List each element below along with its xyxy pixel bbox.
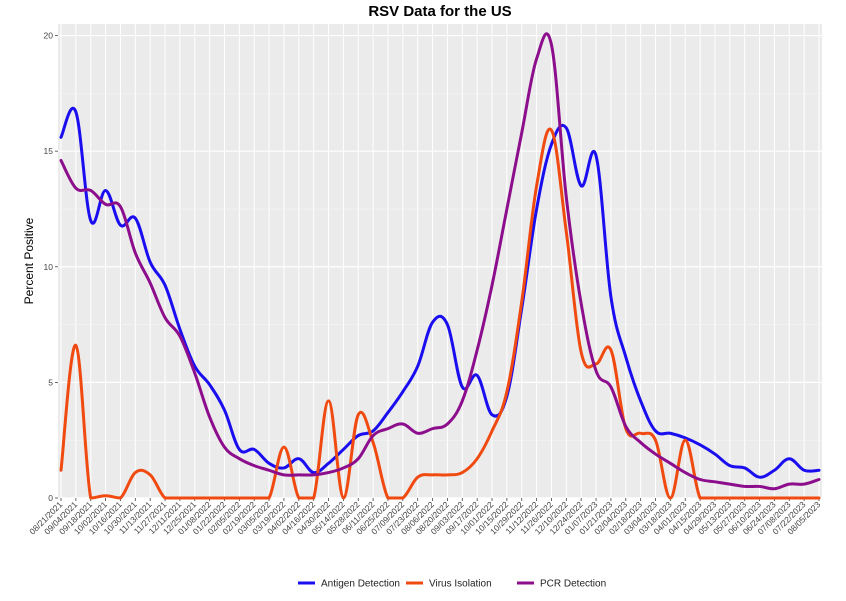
plot-background	[58, 24, 822, 498]
series-line-antigen-detection	[59, 106, 821, 479]
legend: Antigen Detection Virus Isolation PCR Dete…	[298, 579, 606, 590]
y-tick-label: 10	[44, 262, 54, 272]
y-axis-label: Percent Positive	[22, 217, 36, 304]
legend-label: Antigen Detection	[321, 579, 400, 590]
y-tick-label: 5	[48, 377, 53, 387]
legend-label: PCR Detection	[540, 579, 606, 590]
series-line-virus-isolation	[59, 127, 821, 500]
legend-label: Virus Isolation	[429, 579, 492, 590]
chart-title: RSV Data for the US	[368, 3, 511, 20]
legend-item-pcr-detection: PCR Detection	[517, 579, 606, 590]
series-line-pcr-detection	[59, 32, 821, 491]
y-tick-label: 15	[44, 146, 54, 156]
y-tick-label: 20	[44, 31, 54, 41]
y-tick-label: 0	[48, 493, 53, 503]
y-axis: 0 5 10 15 20	[44, 31, 58, 503]
legend-item-antigen-detection: Antigen Detection	[298, 579, 400, 590]
series-lines	[59, 32, 821, 500]
legend-item-virus-isolation: Virus Isolation	[406, 579, 492, 590]
x-axis: 08/21/202109/04/202109/18/202110/02/2021…	[27, 498, 823, 536]
